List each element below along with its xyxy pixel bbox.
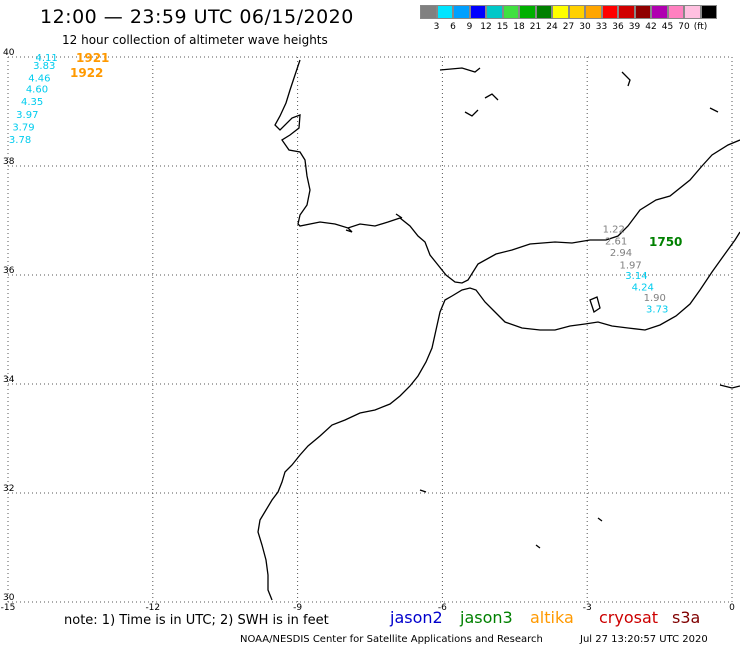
- minor-coastline: [597, 517, 603, 522]
- color-swatch: [651, 5, 668, 19]
- color-scale-label: 30: [579, 22, 591, 32]
- minor-coastline: [484, 93, 499, 101]
- latitude-tick-label: 36: [3, 266, 15, 276]
- color-swatch: [618, 5, 635, 19]
- minor-coastline: [439, 67, 481, 73]
- color-scale-label: 36: [612, 22, 624, 32]
- color-swatch: [568, 5, 585, 19]
- satellite-legend-jason2: jason2: [390, 608, 443, 627]
- track-label: 1750: [649, 235, 682, 249]
- minor-coastline: [709, 107, 719, 113]
- satellite-legend-altika: altika: [530, 608, 574, 627]
- wave-height-value: 3.78: [9, 135, 31, 146]
- minor-coastline: [345, 227, 353, 233]
- wave-height-value: 3.14: [625, 271, 647, 282]
- wave-height-value: 3.79: [12, 123, 34, 134]
- wave-height-value: 4.60: [26, 84, 48, 95]
- color-swatch: [486, 5, 503, 19]
- color-scale-label: 12: [480, 22, 492, 32]
- color-scale-label: 15: [496, 22, 509, 32]
- color-swatch: [453, 5, 470, 19]
- wave-height-value: 1.90: [644, 293, 666, 304]
- longitude-tick-label: -3: [583, 603, 592, 613]
- color-scale-label: 70: [678, 22, 690, 32]
- latitude-tick-label: 40: [3, 48, 15, 58]
- wave-height-value: 4.24: [632, 282, 654, 293]
- color-swatch: [420, 5, 437, 19]
- color-swatch: [700, 5, 717, 19]
- balearic-islands: [589, 296, 601, 314]
- color-scale-label: 3: [433, 22, 440, 32]
- longitude-tick-label: -15: [1, 603, 16, 613]
- coastlines: [257, 59, 740, 601]
- color-swatch: [436, 5, 453, 19]
- color-swatch: [684, 5, 701, 19]
- north-africa-coastline: [257, 231, 740, 601]
- wave-height-observations: 4.113.83 4.464.60 4.35 3.97 3.793.78 1.222.61…: [9, 53, 668, 316]
- color-swatch: [667, 5, 684, 19]
- wave-height-value: 1.22: [603, 224, 625, 235]
- wave-height-value: 4.35: [21, 97, 43, 108]
- color-swatch: [552, 5, 569, 19]
- color-swatch: [502, 5, 519, 19]
- longitude-tick-label: 0: [729, 603, 735, 613]
- minor-coastline: [419, 489, 427, 493]
- color-scale-label: 21: [529, 22, 542, 32]
- color-scale-labels: 3 6 9 12 15 18 21 24 27 30 33 36 39 42 45 70 (ft): [420, 22, 740, 34]
- wave-height-value: 3.97: [16, 110, 38, 121]
- latitude-tick-label: 30: [3, 593, 15, 603]
- wave-height-value: 2.61: [605, 236, 627, 247]
- minor-coastline: [535, 544, 541, 549]
- minor-coastline: [395, 213, 403, 219]
- color-swatch: [585, 5, 602, 19]
- credit-line: NOAA/NESDIS Center for Satellite Applica…: [240, 634, 543, 645]
- color-scale-label: 39: [628, 22, 641, 32]
- color-scale-label: 27: [562, 22, 575, 32]
- color-scale-label: 9: [466, 22, 473, 32]
- color-swatch: [535, 5, 552, 19]
- wave-height-value: 1.97: [620, 260, 642, 271]
- wave-height-value: 4.46: [28, 74, 50, 85]
- wave-height-value: 2.94: [610, 248, 632, 259]
- minor-coastline: [621, 71, 631, 87]
- satellite-legend-s3a: s3a: [672, 608, 701, 627]
- axis-labels: -15 -12 -9 -6 -3 0 40 38 36 34 32 30: [1, 48, 735, 613]
- satellite-legend-cryosat: cryosat: [599, 608, 659, 627]
- wave-height-value: 3.73: [646, 305, 668, 316]
- footnote: note: 1) Time is in UTC; 2) SWH is in fe…: [64, 613, 329, 628]
- color-swatch: [469, 5, 486, 19]
- color-scale-label: 18: [513, 22, 525, 32]
- latitude-tick-label: 38: [3, 157, 15, 167]
- graticule: [7, 56, 733, 603]
- track-label: 1922: [70, 66, 103, 80]
- longitude-tick-label: -6: [438, 603, 447, 613]
- wave-height-color-scale: [420, 5, 717, 19]
- color-scale-label: (ft): [693, 22, 708, 32]
- color-swatch: [634, 5, 651, 19]
- longitude-tick-label: -12: [145, 603, 160, 613]
- wave-height-value: 4.11: [35, 53, 57, 64]
- longitude-tick-label: -9: [293, 603, 302, 613]
- color-scale-label: 42: [645, 22, 657, 32]
- color-swatch: [519, 5, 536, 19]
- color-scale-label: 24: [546, 22, 558, 32]
- color-swatch: [601, 5, 618, 19]
- minor-coastline: [464, 109, 479, 117]
- color-scale-label: 33: [595, 22, 608, 32]
- generated-timestamp: Jul 27 13:20:57 UTC 2020: [580, 634, 708, 645]
- iberia-coastline: [274, 59, 740, 284]
- map-title: 12:00 — 23:59 UTC 06/15/2020: [40, 6, 354, 28]
- latitude-tick-label: 34: [3, 375, 15, 385]
- map-subtitle: 12 hour collection of altimeter wave hei…: [62, 33, 328, 47]
- wave-height-value: 3.83: [33, 61, 55, 72]
- minor-coastline: [719, 384, 740, 389]
- color-scale-label: 45: [661, 22, 674, 32]
- satellite-legend-jason3: jason3: [460, 608, 513, 627]
- latitude-tick-label: 32: [3, 484, 14, 494]
- track-label: 1921: [76, 51, 109, 65]
- color-scale-label: 6: [450, 22, 456, 32]
